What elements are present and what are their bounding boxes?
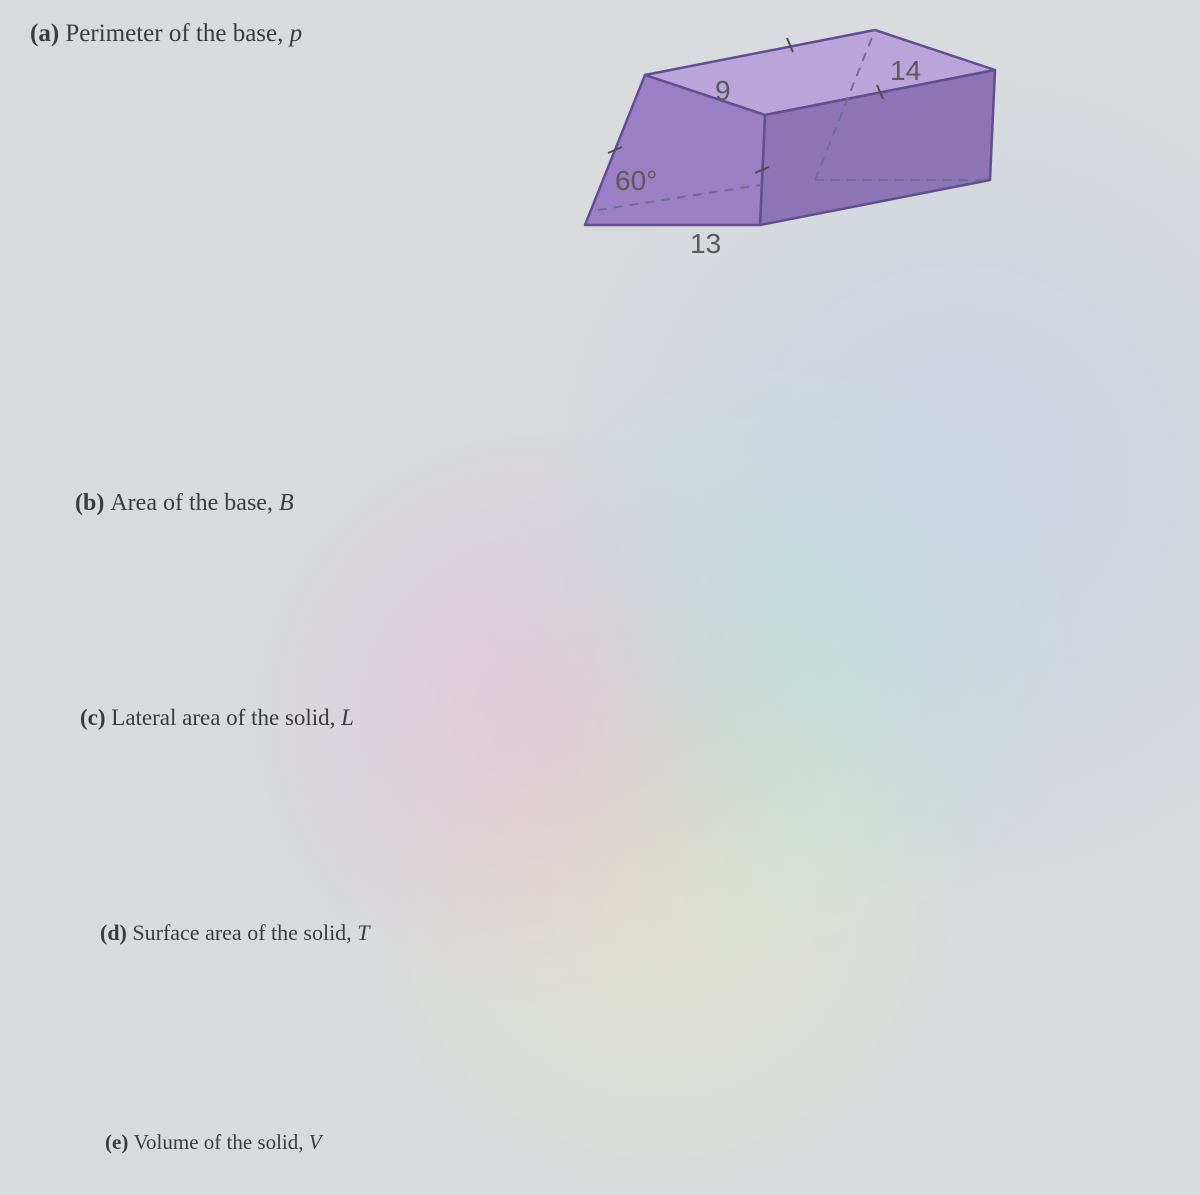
question-b-text: Area of the base, <box>110 490 279 516</box>
question-d-prefix: (d) <box>100 920 132 945</box>
question-c: (c) Lateral area of the solid, L <box>80 705 354 731</box>
question-b-prefix: (b) <box>75 490 110 516</box>
label-depth-14: 14 <box>890 55 921 87</box>
label-angle-60: 60° <box>615 165 657 197</box>
question-e-var: V <box>309 1130 322 1154</box>
prism-diagram: 9 14 60° 13 <box>560 20 1040 280</box>
question-d-text: Surface area of the solid, <box>132 920 357 945</box>
question-a-prefix: (a) <box>30 20 65 47</box>
question-e: (e) Volume of the solid, V <box>105 1130 322 1155</box>
question-b-var: B <box>279 490 294 516</box>
question-b: (b) Area of the base, B <box>75 490 294 517</box>
label-top-9: 9 <box>715 75 731 107</box>
question-c-var: L <box>341 705 354 730</box>
question-d-var: T <box>357 920 369 945</box>
question-e-prefix: (e) <box>105 1130 134 1154</box>
question-a-var: p <box>290 20 303 47</box>
question-c-text: Lateral area of the solid, <box>111 705 341 730</box>
question-e-text: Volume of the solid, <box>134 1130 309 1154</box>
question-a: (a) Perimeter of the base, p <box>30 20 302 48</box>
question-c-prefix: (c) <box>80 705 111 730</box>
prism-svg <box>560 20 1040 280</box>
question-d: (d) Surface area of the solid, T <box>100 920 369 946</box>
question-a-text: Perimeter of the base, <box>65 20 289 47</box>
label-base-13: 13 <box>690 228 721 260</box>
